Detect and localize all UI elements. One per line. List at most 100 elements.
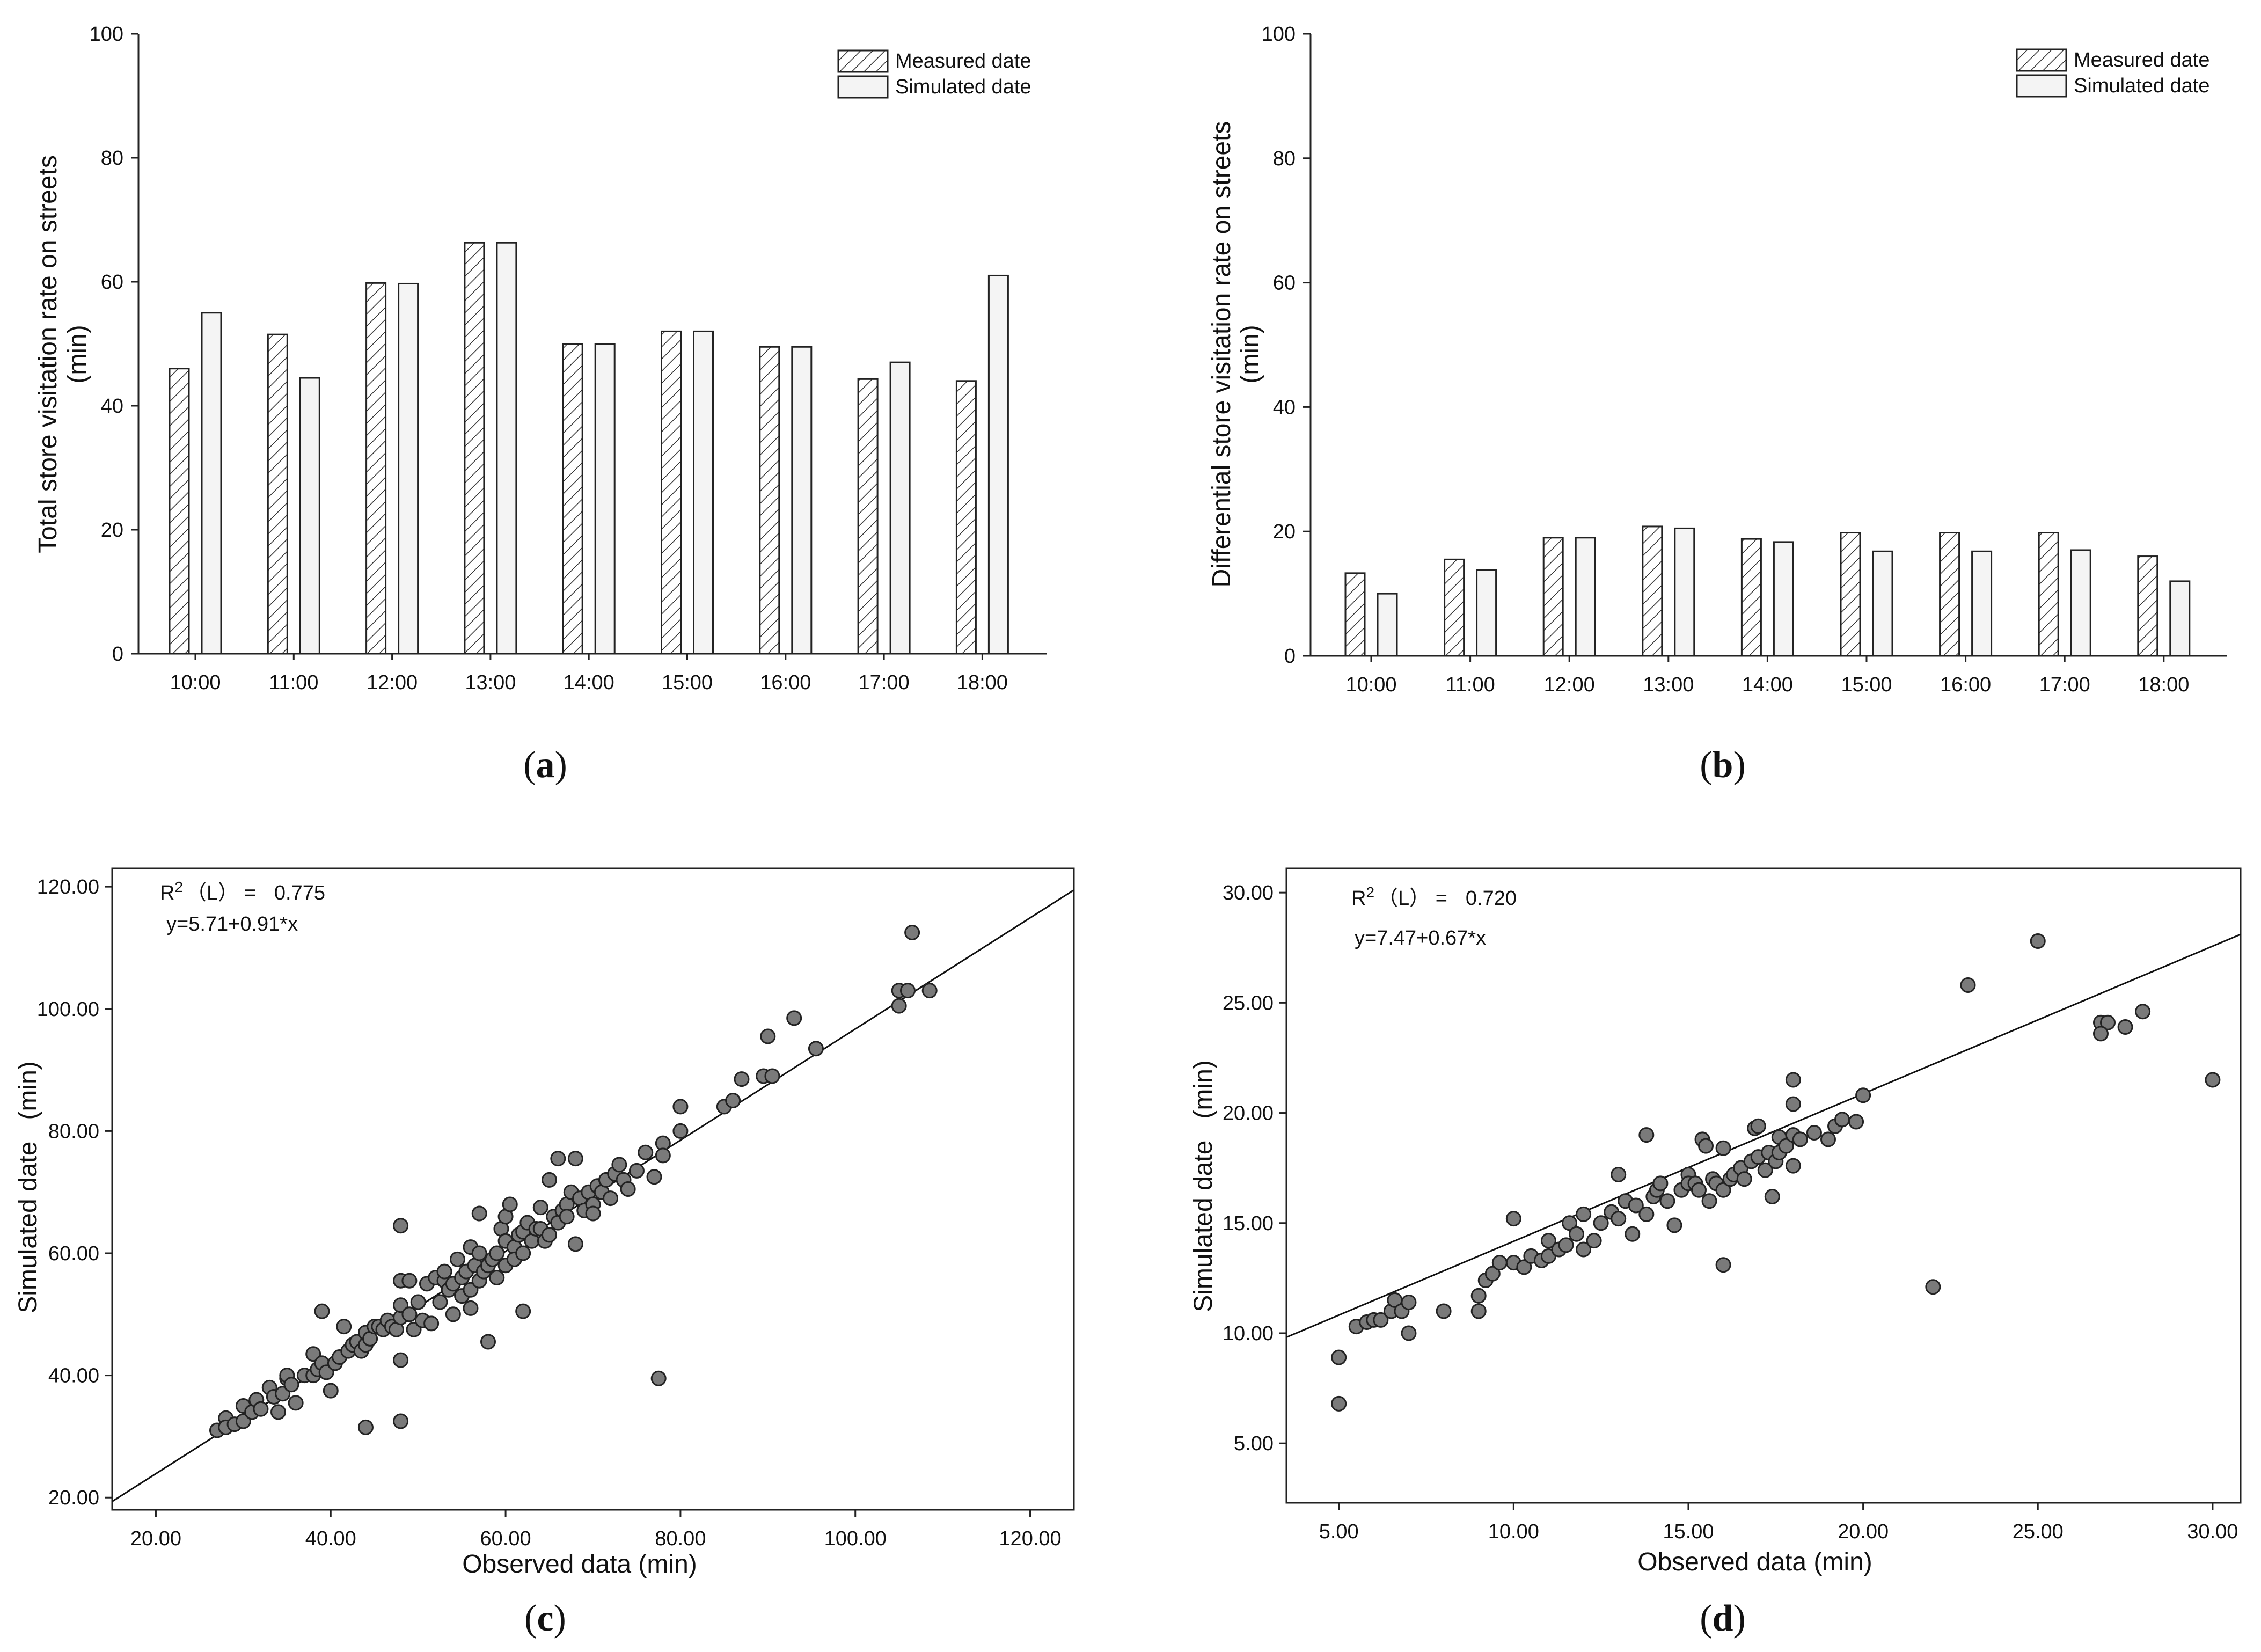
scatter-point: [567, 1236, 583, 1252]
y-tick-label: 10.00: [1223, 1322, 1274, 1345]
scatter-point: [764, 1068, 780, 1084]
bar-simulated-13:00: [1674, 527, 1695, 657]
y-axis-title-line2-a: (min): [63, 325, 92, 383]
plot-frame-d: [1285, 867, 2242, 1504]
scatter-point: [1331, 1349, 1347, 1365]
x-ticks-b: 10:00 11:00 12:00 13:00 14:00 15:00 16:00 17:00…: [1345, 656, 2189, 696]
bar-measured-15:00: [661, 330, 682, 655]
scatter-point: [357, 1419, 374, 1435]
scatter-point: [432, 1294, 448, 1310]
scatter-point: [1625, 1226, 1641, 1242]
scatter-point: [1436, 1303, 1452, 1319]
scatter-point: [1715, 1140, 1731, 1156]
scatter-point: [393, 1413, 409, 1429]
bar-simulated-10:00: [201, 312, 222, 655]
y-tick-label: 80: [1273, 148, 1296, 170]
r2-annotation-c: R2 （L） = 0.775: [160, 879, 325, 904]
equation-c: y=5.71+0.91*x: [166, 913, 298, 935]
bar-simulated-11:00: [1476, 569, 1497, 657]
scatter-point: [1470, 1303, 1487, 1319]
scatter-point: [502, 1196, 518, 1212]
scatter-point: [1785, 1096, 1801, 1112]
panel-label-c: (c): [524, 1598, 566, 1639]
bar-simulated-10:00: [1377, 593, 1398, 657]
x-tick-label: 16:00: [760, 671, 811, 694]
scatter-point: [1540, 1233, 1556, 1249]
x-tick-label: 25.00: [2013, 1521, 2064, 1543]
x-tick-label: 80.00: [655, 1527, 706, 1550]
scatter-point: [1778, 1138, 1794, 1154]
scatter-point: [1505, 1211, 1521, 1227]
scatter-point: [1785, 1072, 1801, 1088]
x-tick-label: 12:00: [367, 671, 418, 694]
x-tick-label: 18:00: [2138, 674, 2189, 696]
points-c: [209, 925, 938, 1438]
scatter-point: [393, 1352, 409, 1368]
scatter-point: [1666, 1217, 1682, 1233]
scatter-point: [1331, 1395, 1347, 1412]
scatter-point: [2205, 1072, 2221, 1088]
bar-measured-15:00: [1840, 532, 1861, 657]
scatter-point: [760, 1028, 776, 1044]
scatter-point: [253, 1401, 269, 1417]
scatter-point: [449, 1251, 465, 1267]
legend-label-measured-a: Measured date: [895, 50, 1031, 72]
panel-label-d: (d): [1700, 1598, 1746, 1639]
y-tick-label: 100.00: [37, 998, 99, 1021]
scatter-point: [786, 1010, 802, 1026]
scatter-point: [423, 1315, 440, 1332]
y-tick-label: 40: [1273, 396, 1296, 419]
x-tick-label: 15.00: [1663, 1521, 1714, 1543]
scatter-chart-d: 5.00 10.00 15.00 20.00 25.00 30.00 5.00 10.00 1…: [1189, 867, 2242, 1639]
bar-simulated-17:00: [2070, 549, 2091, 657]
scatter-point: [1373, 1312, 1389, 1328]
x-tick-label: 20.00: [1838, 1521, 1889, 1543]
x-tick-label: 20.00: [130, 1527, 181, 1550]
x-tick-label: 17:00: [2039, 674, 2090, 696]
x-tick-label: 10:00: [170, 671, 221, 694]
bar-measured-11:00: [267, 333, 288, 655]
y-tick-label: 30.00: [1223, 882, 1274, 904]
y-tick-label: 80: [101, 147, 123, 170]
x-tick-label: 11:00: [1445, 674, 1495, 696]
y-tick-label: 20: [101, 519, 123, 542]
scatter-point: [672, 1099, 689, 1115]
bar-measured-10:00: [169, 368, 190, 655]
scatter-point: [401, 1273, 418, 1289]
scatter-point: [808, 1041, 824, 1057]
scatter-point: [1701, 1193, 1717, 1209]
bar-simulated-14:00: [594, 343, 616, 655]
scatter-point: [1785, 1158, 1801, 1174]
scatter-point: [401, 1306, 418, 1322]
scatter-point: [2135, 1004, 2151, 1020]
scatter-point: [1925, 1279, 1941, 1295]
scatter-point: [1470, 1288, 1487, 1304]
scatter-point: [1516, 1259, 1532, 1275]
scatter-point: [550, 1151, 566, 1167]
bars-a: [169, 242, 1009, 655]
scatter-point: [1806, 1125, 1822, 1141]
legend-label-simulated-b: Simulated date: [2074, 75, 2210, 97]
scatter-point: [1401, 1295, 1417, 1311]
scatter-point: [542, 1172, 558, 1188]
scatter-point: [2117, 1019, 2133, 1035]
equation-d: y=7.47+0.67*x: [1355, 927, 1486, 949]
scatter-point: [1715, 1182, 1731, 1198]
bar-measured-13:00: [464, 242, 485, 655]
scatter-point: [2030, 933, 2046, 949]
x-tick-label: 5.00: [1319, 1521, 1359, 1543]
scatter-point: [620, 1181, 636, 1197]
scatter-point: [1586, 1233, 1602, 1249]
x-tick-label: 10.00: [1488, 1521, 1539, 1543]
scatter-point: [1491, 1255, 1508, 1271]
scatter-point: [1484, 1266, 1501, 1282]
x-tick-label: 11:00: [269, 671, 318, 694]
x-ticks-d: 5.00 10.00 15.00 20.00 25.00 30.00: [1319, 1503, 2238, 1543]
bar-chart-b: 0 20 40 60 80 100 10:00 11:00 12:00 13:00 14:00 15…: [1208, 23, 2227, 786]
y-tick-label: 0: [1284, 645, 1296, 668]
scatter-point: [611, 1157, 627, 1173]
x-axis-title-d: Observed data (min): [1637, 1548, 1872, 1576]
scatter-point: [672, 1123, 689, 1139]
bar-simulated-12:00: [398, 282, 419, 655]
legend-swatch-measured-b: [2016, 48, 2067, 72]
